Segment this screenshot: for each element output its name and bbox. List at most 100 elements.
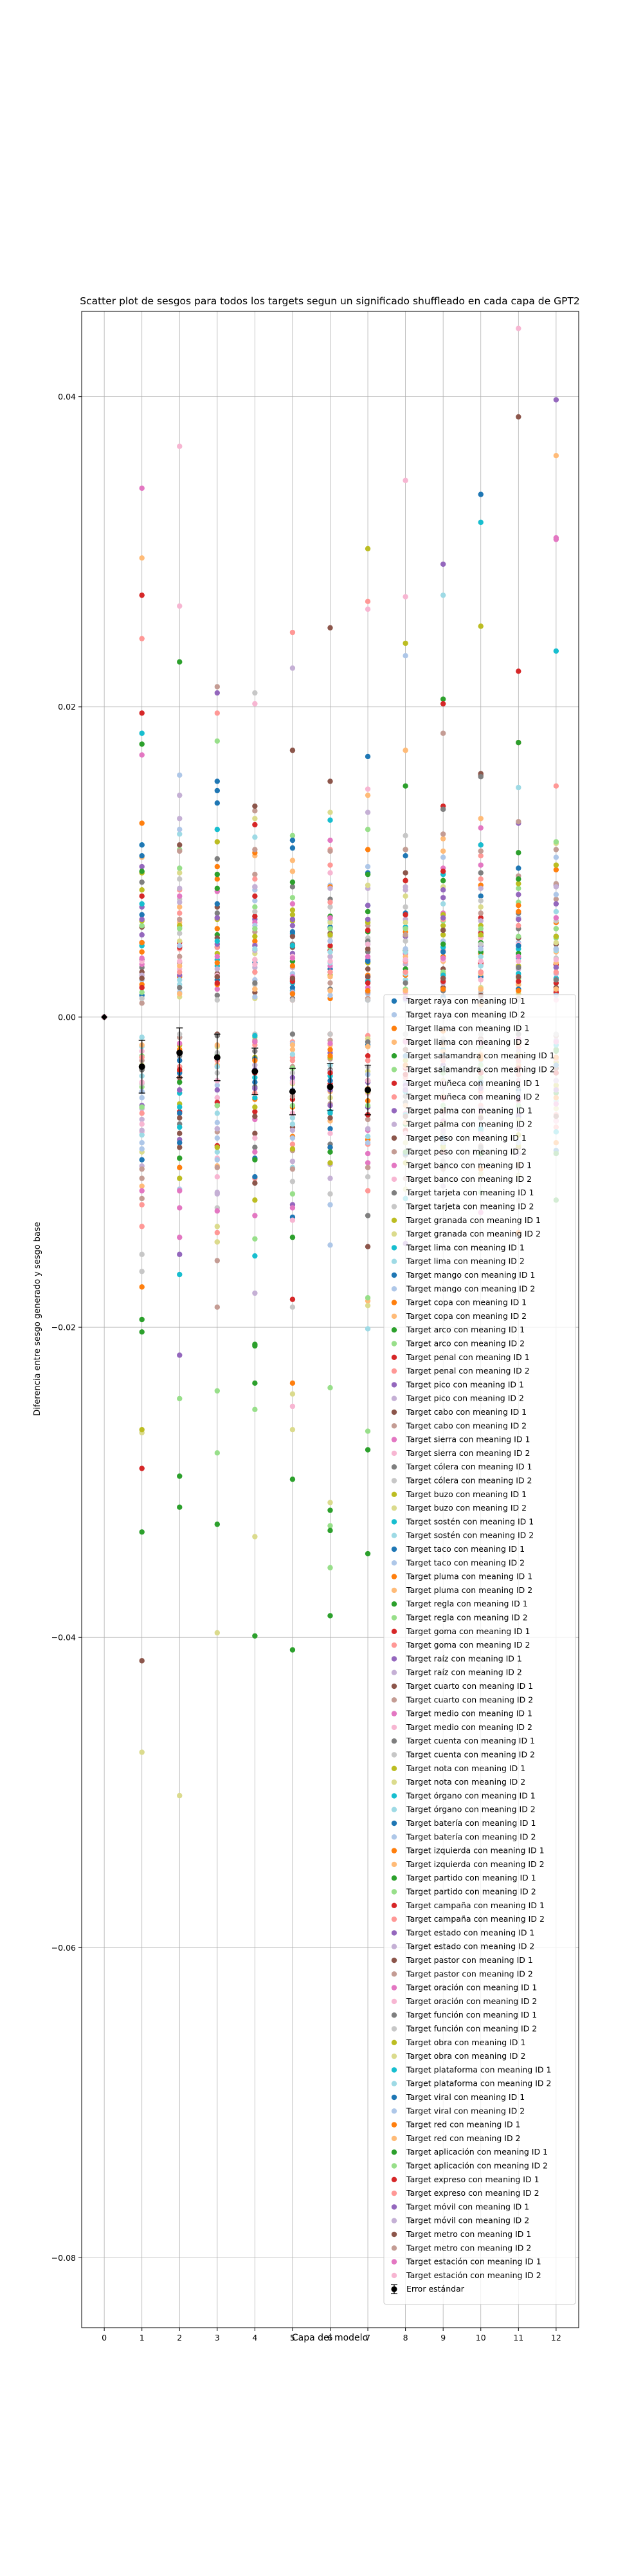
scatter-point (289, 1031, 296, 1037)
scatter-point (365, 1295, 371, 1301)
legend-label: Target oración con meaning ID 2 (406, 1996, 537, 2006)
scatter-point (516, 943, 521, 949)
scatter-point (139, 741, 145, 747)
scatter-point (516, 850, 521, 856)
legend-marker (391, 2135, 397, 2142)
scatter-point (327, 1523, 333, 1529)
legend-label: Target salamandra con meaning ID 1 (406, 1051, 555, 1060)
scatter-point (252, 1534, 258, 1540)
scatter-point (365, 753, 371, 760)
scatter-point (365, 974, 371, 980)
legend-marker (391, 1395, 397, 1401)
scatter-point (252, 690, 258, 696)
scatter-point (289, 1058, 296, 1063)
scatter-point (177, 870, 183, 876)
scatter-point (289, 963, 296, 969)
scatter-point (139, 1157, 145, 1163)
legend-marker (391, 2218, 397, 2223)
legend-marker (391, 1217, 397, 1224)
scatter-point (177, 958, 183, 964)
scatter-point (289, 1205, 296, 1211)
scatter-point (289, 1391, 296, 1397)
scatter-point (478, 897, 484, 904)
scatter-point (516, 876, 521, 882)
scatter-point (177, 876, 183, 882)
scatter-point (214, 1522, 221, 1527)
legend-label: Target estado con meaning ID 1 (406, 1927, 534, 1937)
scatter-point (365, 1188, 371, 1194)
legend-label: Target partido con meaning ID 1 (406, 1873, 536, 1882)
legend-marker (391, 1779, 397, 1785)
scatter-point (177, 943, 183, 949)
scatter-point (365, 997, 371, 1003)
scatter-point (440, 941, 446, 947)
scatter-point (478, 904, 484, 910)
legend-label: Target campaña con meaning ID 2 (406, 1914, 545, 1924)
legend-label: Target penal con meaning ID 2 (406, 1366, 530, 1375)
legend-marker (391, 1491, 397, 1497)
scatter-point (327, 992, 333, 998)
scatter-point (214, 1135, 221, 1141)
scatter-point (139, 989, 145, 995)
scatter-point (365, 882, 371, 888)
legend-marker (391, 1601, 397, 1607)
scatter-point (516, 923, 521, 928)
scatter-point (478, 963, 484, 969)
scatter-point (289, 912, 296, 917)
legend-label: Target buzo con meaning ID 1 (406, 1489, 527, 1499)
scatter-point (289, 1158, 296, 1164)
legend-box (383, 994, 576, 2305)
scatter-point (177, 1139, 183, 1146)
scatter-point (139, 923, 145, 928)
legend-label: Target cabo con meaning ID 2 (406, 1421, 527, 1430)
scatter-point (365, 1213, 371, 1219)
scatter-point (327, 1047, 333, 1053)
error-bar-series (101, 1013, 372, 1116)
scatter-point (365, 1139, 371, 1146)
scatter-point (403, 847, 408, 852)
x-tick-label: 11 (513, 2333, 523, 2342)
scatter-point (177, 1079, 183, 1085)
scatter-point (327, 1385, 333, 1391)
scatter-point (440, 561, 446, 567)
scatter-point (252, 1180, 258, 1186)
scatter-point (252, 893, 258, 899)
legend-marker (391, 1149, 397, 1155)
scatter-point (478, 876, 484, 882)
scatter-point (516, 979, 521, 984)
error-mean-point (176, 1049, 183, 1056)
scatter-point (252, 938, 258, 944)
x-tick-label: 2 (177, 2333, 182, 2342)
scatter-point (214, 778, 221, 784)
legend-marker (391, 1067, 397, 1072)
legend-label: Target taco con meaning ID 2 (406, 1558, 525, 1567)
scatter-point (177, 1110, 183, 1116)
scatter-point (214, 1126, 221, 1132)
legend-label: Target órgano con meaning ID 2 (406, 1805, 536, 1814)
legend-label: Target cuenta con meaning ID 2 (406, 1750, 535, 1760)
scatter-point (177, 910, 183, 916)
scatter-point (478, 893, 484, 899)
legend-label: Target izquierda con meaning ID 2 (406, 1859, 545, 1869)
scatter-point (214, 787, 221, 794)
scatter-point (478, 870, 484, 876)
scatter-point (177, 1395, 183, 1402)
scatter-point (214, 1145, 221, 1150)
legend-marker (391, 1204, 397, 1210)
scatter-point (327, 926, 333, 932)
scatter-point (516, 865, 521, 871)
scatter-point (327, 919, 333, 926)
y-axis-label: Diferencia entre sesgo generado y sesgo … (33, 1222, 42, 1416)
scatter-point (214, 1388, 221, 1394)
x-tick-label: 9 (440, 2333, 446, 2342)
scatter-point (553, 892, 559, 897)
scatter-point (214, 960, 221, 966)
scatter-point (327, 969, 333, 975)
x-tick-label: 6 (328, 2333, 333, 2342)
legend-marker (391, 1423, 397, 1429)
legend-label: Target pico con meaning ID 1 (406, 1379, 524, 1389)
scatter-point (252, 1157, 258, 1163)
legend-label: Target peso con meaning ID 1 (406, 1133, 527, 1143)
scatter-point (478, 932, 484, 938)
legend-label: Target pastor con meaning ID 2 (406, 1969, 533, 1978)
